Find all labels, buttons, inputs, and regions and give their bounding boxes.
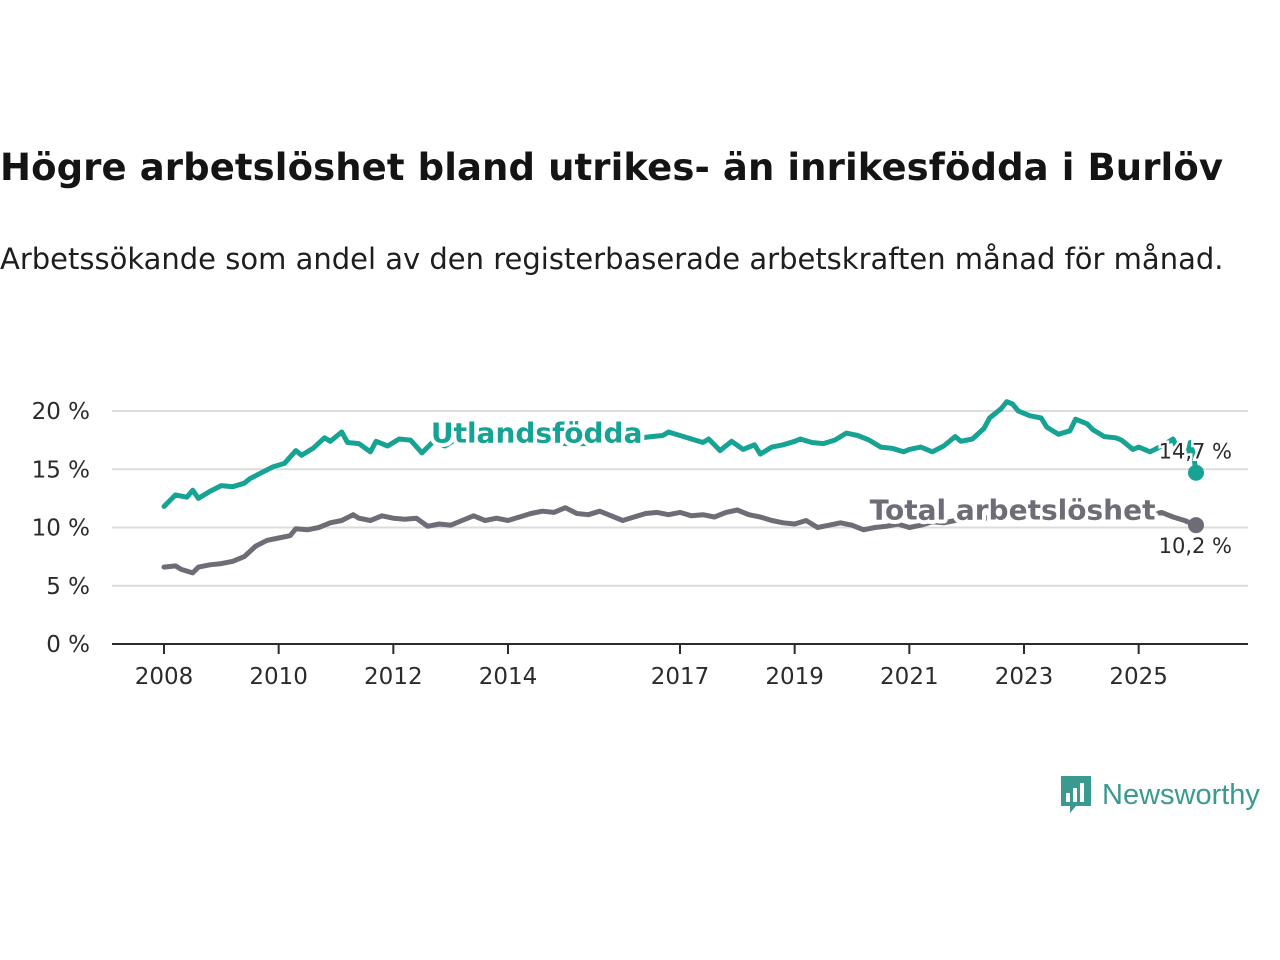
newsworthy-logo-icon	[1061, 776, 1091, 813]
chart-subtitle: Arbetssökande som andel av den registerb…	[0, 242, 1224, 276]
x-tick-label: 2008	[135, 664, 194, 690]
y-tick-label: 10 %	[32, 516, 90, 542]
x-axis: 2008 2010 2012 2014 2017 2019 2021 2023 2025	[112, 643, 1248, 690]
newsworthy-logo: Newsworthy	[1058, 773, 1260, 817]
y-tick-label: 5 %	[46, 574, 90, 600]
line-chart: 0 %5 %10 %15 %20 % 2008 2010 2012 2014 2017 2…	[32, 399, 1248, 690]
y-tick-label: 0 %	[46, 632, 90, 658]
series-lines	[161, 399, 1204, 576]
series-label: Utlandsfödda	[431, 416, 643, 449]
newsworthy-wordmark: Newsworthy	[1102, 778, 1260, 811]
x-tick-label: 2010	[249, 664, 308, 690]
series-labels: Utlandsfödda Total arbetslöshet 14,7 % 10,2…	[427, 412, 1235, 560]
x-tick-label: 2017	[651, 664, 710, 690]
series-end-point	[1188, 517, 1204, 534]
x-tick-label: 2014	[479, 664, 538, 690]
x-tick-label: 2019	[765, 664, 824, 690]
y-tick-label: 15 %	[32, 457, 90, 483]
end-value-label: 14,7 %	[1159, 440, 1232, 464]
y-tick-label: 20 %	[32, 399, 90, 425]
chart-title: Högre arbetslöshet bland utrikes- än inr…	[0, 146, 1224, 189]
series-line-total	[161, 504, 1199, 576]
series-label: Total arbetslöshet	[870, 493, 1156, 526]
x-tick-label: 2021	[880, 664, 939, 690]
x-tick-label: 2025	[1109, 664, 1168, 690]
series-end-point	[1188, 464, 1204, 481]
x-tick-label: 2012	[364, 664, 423, 690]
end-value-label: 10,2 %	[1159, 534, 1232, 558]
series-line-utlandsfodda	[161, 399, 1199, 509]
y-axis: 0 % 5 % 10 % 15 % 20 %	[32, 399, 90, 658]
x-tick-label: 2023	[995, 664, 1054, 690]
